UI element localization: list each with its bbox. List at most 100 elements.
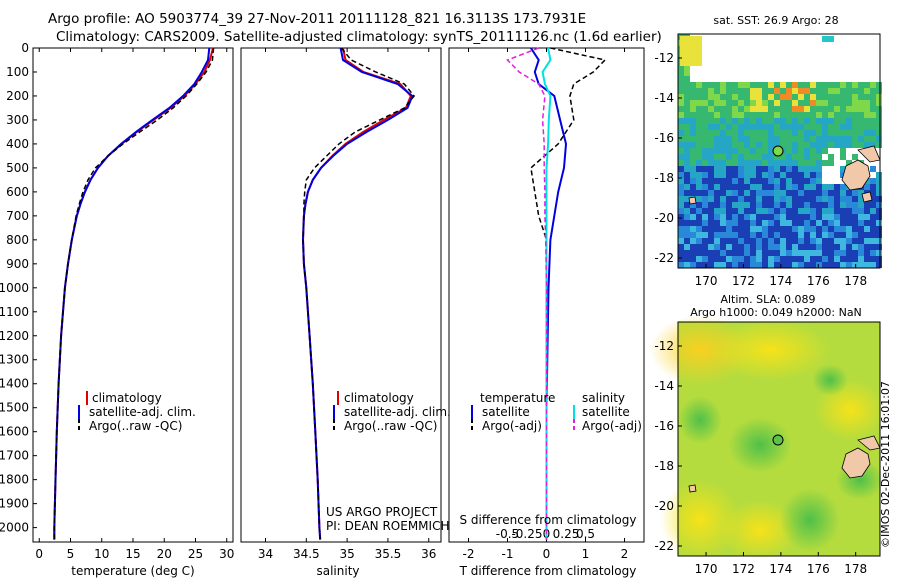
sst-cell [870,118,876,124]
sst-cell [828,142,834,148]
sst-cell [858,118,864,124]
sst-cell [864,106,870,112]
map-x-tick-label: 176 [807,562,830,576]
sst-cell [708,220,714,226]
sst-cell [696,160,702,166]
sst-cell [834,244,840,250]
sst-cell [786,82,792,88]
sst-cell [828,196,834,202]
sst-cell [816,232,822,238]
sst-cell [684,76,690,82]
sst-cell [768,136,774,142]
sst-cell [804,262,810,268]
sst-cell [702,178,708,184]
sst-cell [792,202,798,208]
sst-cell [678,70,684,76]
sst-cell [810,82,816,88]
sst-cell [726,106,732,112]
sst-cell [816,136,822,142]
x-tick-label: 35 [339,547,354,561]
sst-cell [780,142,786,148]
sst-cell [852,82,858,88]
sst-cell [858,142,864,148]
sst-cell [714,130,720,136]
sst-cell [840,112,846,118]
sst-cell [774,190,780,196]
sst-cell [840,202,846,208]
sst-cell [834,100,840,106]
sst-cell [696,262,702,268]
sst-cell [744,256,750,262]
sst-cell [798,88,804,94]
sst-cell [828,160,834,166]
sst-cell [708,100,714,106]
sst-cell [810,262,816,268]
sst-cell [852,238,858,244]
sst-cell [702,124,708,130]
sst-cell [810,208,816,214]
sst-cell [690,136,696,142]
sst-cell [852,190,858,196]
sst-cell [816,94,822,100]
sst-cell [780,112,786,118]
sst-cell [810,124,816,130]
sst-cell [786,88,792,94]
sst-cell [738,124,744,130]
sst-cell [678,82,684,88]
sst-cell [792,244,798,250]
sst-cell [822,238,828,244]
sst-cell [726,238,732,244]
x-tick-label: 1 [582,547,590,561]
sst-cell [786,172,792,178]
sst-cell [810,220,816,226]
sst-cell [798,142,804,148]
sst-cell [780,94,786,100]
map-x-tick-label: 178 [844,274,867,288]
sst-cell [786,226,792,232]
sst-cell [714,160,720,166]
sst-cell [738,220,744,226]
sst-land [688,145,881,205]
sst-cell [876,130,882,136]
sst-cell [720,82,726,88]
sst-cell [798,82,804,88]
sst-cell [756,148,762,154]
sst-cell [744,250,750,256]
sst-cell [720,106,726,112]
y-tick-label: 2000 [0,521,29,535]
sst-cell [846,232,852,238]
sst-cell [744,244,750,250]
sst-cell [684,70,690,76]
sst-cell [768,250,774,256]
sst-cell [834,184,840,190]
sst-cell [840,190,846,196]
sst-cell [804,226,810,232]
sst-cell [702,208,708,214]
sst-cell [726,178,732,184]
sst-cell [780,88,786,94]
sst-cell [720,202,726,208]
sst-cell [786,160,792,166]
sst-cell [696,124,702,130]
sst-cell [714,190,720,196]
sst-cell [732,118,738,124]
sst-argo-marker [772,145,784,157]
sst-cell [678,262,684,268]
sst-cell [870,232,876,238]
x-tick-label: 30 [219,547,234,561]
sst-cell [678,166,684,172]
sst-cell [798,100,804,106]
sst-cell [822,142,828,148]
sst-cell [732,100,738,106]
sst-cell [798,118,804,124]
sst-cell [786,100,792,106]
sst-cell [864,250,870,256]
sst-cell [678,106,684,112]
sst-cell [834,262,840,268]
sst-cell [864,214,870,220]
sst-cell [822,106,828,112]
sst-cell [816,190,822,196]
sst-cell [738,154,744,160]
sst-cell [696,94,702,100]
